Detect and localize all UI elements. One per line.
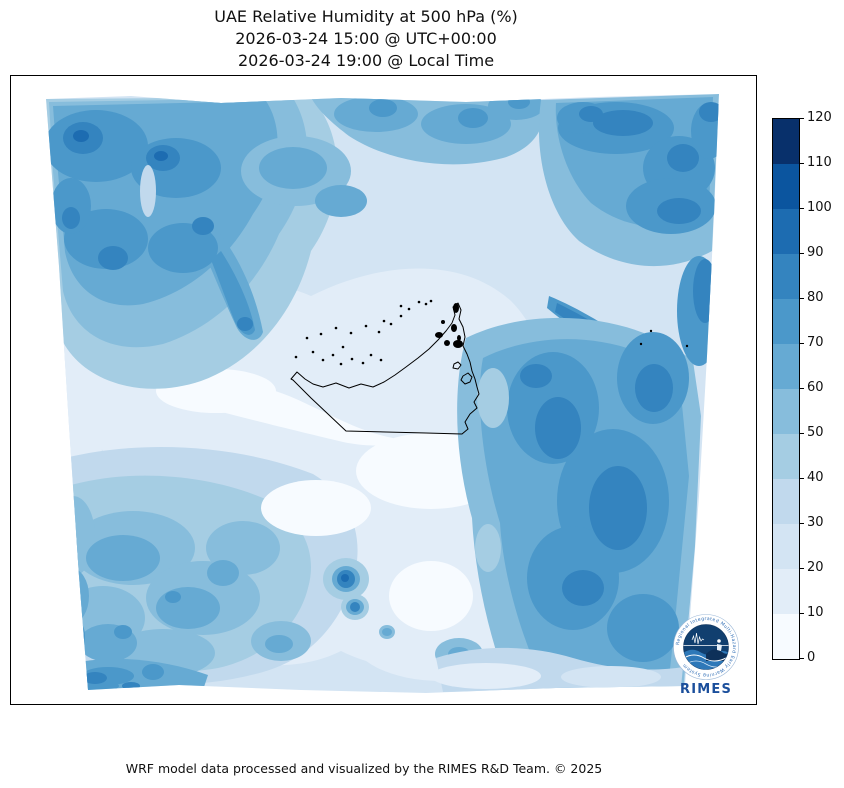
colorbar-segment bbox=[773, 479, 799, 524]
figure-canvas: UAE Relative Humidity at 500 hPa (%) 202… bbox=[0, 0, 844, 788]
colorbar-tick-label: 100 bbox=[807, 200, 832, 216]
colorbar-segment bbox=[773, 434, 799, 479]
contour-region bbox=[579, 106, 603, 122]
contour-region bbox=[237, 317, 253, 331]
plot-frame: Regional Integrated Multi-Hazard Early W… bbox=[10, 75, 757, 705]
colorbar-tick-label: 120 bbox=[807, 110, 832, 126]
chart-title: UAE Relative Humidity at 500 hPa (%) bbox=[214, 6, 518, 28]
colorbar-tick-label: 30 bbox=[807, 515, 824, 531]
contour-region bbox=[259, 147, 327, 189]
contour-region bbox=[699, 102, 723, 122]
colorbar-segment bbox=[773, 389, 799, 434]
colorbar-tick-label: 50 bbox=[807, 425, 824, 441]
chart-subtitle-local: 2026-03-24 19:00 @ Local Time bbox=[214, 50, 518, 72]
colorbar-tick-mark bbox=[799, 253, 804, 254]
contour-region bbox=[165, 591, 181, 603]
contour-region bbox=[475, 524, 501, 572]
colorbar-tick-label: 40 bbox=[807, 470, 824, 486]
contour-region bbox=[154, 151, 168, 161]
colorbar-segment bbox=[773, 209, 799, 254]
colorbar bbox=[772, 118, 800, 660]
colorbar-segment bbox=[773, 119, 799, 164]
rimes-logo: Regional Integrated Multi-Hazard Early W… bbox=[667, 607, 745, 699]
contour-region bbox=[261, 480, 371, 536]
contour-region bbox=[477, 368, 509, 428]
colorbar-tick-label: 90 bbox=[807, 245, 824, 261]
credit-footer: WRF model data processed and visualized … bbox=[126, 761, 602, 776]
colorbar-segment bbox=[773, 344, 799, 389]
contour-fill-layers bbox=[11, 76, 756, 704]
contour-region bbox=[693, 259, 717, 323]
colorbar-tick-label: 10 bbox=[807, 605, 824, 621]
contour-region bbox=[561, 666, 661, 688]
contour-region bbox=[520, 364, 552, 388]
colorbar-tick-mark bbox=[799, 613, 804, 614]
colorbar-segment bbox=[773, 299, 799, 344]
contour-region bbox=[431, 663, 541, 689]
contour-region bbox=[98, 246, 128, 270]
colorbar-tick-mark bbox=[799, 658, 804, 659]
contour-region bbox=[458, 108, 488, 128]
colorbar-tick-label: 0 bbox=[807, 650, 815, 666]
contour-region bbox=[83, 672, 107, 684]
colorbar-tick-mark bbox=[799, 118, 804, 119]
contour-region bbox=[315, 185, 367, 217]
contour-region bbox=[122, 682, 140, 690]
humidity-contour-map bbox=[11, 76, 756, 704]
contour-region bbox=[207, 560, 239, 586]
contour-region bbox=[62, 207, 80, 229]
colorbar-segment bbox=[773, 569, 799, 614]
contour-region bbox=[667, 144, 699, 172]
colorbar-tick-mark bbox=[799, 208, 804, 209]
contour-region bbox=[657, 198, 701, 224]
colorbar-tick-mark bbox=[799, 523, 804, 524]
colorbar-tick-mark bbox=[799, 388, 804, 389]
colorbar-segment bbox=[773, 164, 799, 209]
contour-region bbox=[635, 364, 673, 412]
contour-region bbox=[369, 99, 397, 117]
contour-region bbox=[86, 535, 160, 581]
colorbar-tick-mark bbox=[799, 343, 804, 344]
contour-region bbox=[589, 466, 647, 550]
contour-region bbox=[73, 130, 89, 142]
colorbar-tick-mark bbox=[799, 433, 804, 434]
contour-region bbox=[61, 618, 85, 654]
contour-region bbox=[341, 574, 349, 582]
colorbar-tick-label: 60 bbox=[807, 380, 824, 396]
colorbar-tick-mark bbox=[799, 478, 804, 479]
contour-region bbox=[53, 568, 89, 624]
colorbar-tick-label: 110 bbox=[807, 155, 832, 171]
colorbar-segment bbox=[773, 524, 799, 569]
contour-region bbox=[562, 570, 604, 606]
contour-region bbox=[382, 628, 392, 636]
contour-region bbox=[350, 602, 360, 612]
contour-region bbox=[508, 95, 530, 109]
colorbar-tick-mark bbox=[799, 568, 804, 569]
contour-region bbox=[389, 561, 473, 631]
contour-region bbox=[114, 625, 132, 639]
colorbar-segment bbox=[773, 254, 799, 299]
colorbar-tick-mark bbox=[799, 298, 804, 299]
chart-subtitle-utc: 2026-03-24 15:00 @ UTC+00:00 bbox=[214, 28, 518, 50]
colorbar-tick-label: 70 bbox=[807, 335, 824, 351]
logo-wordmark: RIMES bbox=[680, 682, 732, 697]
contour-region bbox=[265, 635, 293, 653]
contour-region bbox=[140, 165, 156, 217]
colorbar-tick-label: 20 bbox=[807, 560, 824, 576]
contour-region bbox=[192, 217, 214, 235]
contour-region bbox=[156, 587, 220, 629]
contour-region bbox=[535, 397, 581, 459]
colorbar-tick-label: 80 bbox=[807, 290, 824, 306]
contour-region bbox=[142, 664, 164, 680]
colorbar-segment bbox=[773, 614, 799, 659]
colorbar-tick-mark bbox=[799, 163, 804, 164]
chart-title-block: UAE Relative Humidity at 500 hPa (%) 202… bbox=[214, 6, 518, 72]
